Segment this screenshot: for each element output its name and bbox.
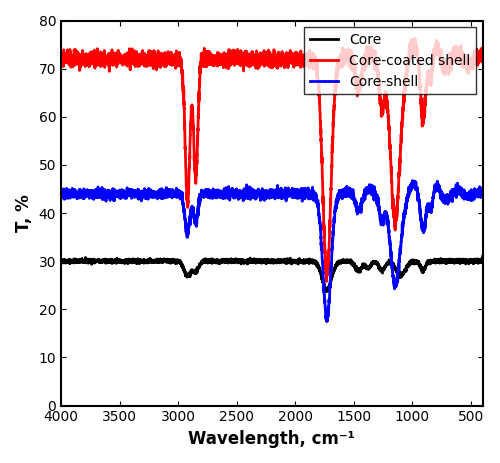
Core-coated shell [412, 36, 418, 41]
Core-coated shell [440, 57, 446, 63]
Core [324, 289, 330, 294]
Core-shell [148, 192, 154, 197]
Core-shell [480, 188, 486, 194]
Y-axis label: T, %: T, % [15, 194, 33, 232]
Line: Core-shell: Core-shell [61, 181, 482, 321]
Core-coated shell [480, 51, 486, 57]
Core-shell [440, 194, 446, 200]
Core [320, 279, 326, 285]
Core [176, 259, 182, 264]
Core-shell [324, 319, 330, 324]
Core-shell [176, 188, 182, 193]
Core [58, 258, 64, 263]
Core-coated shell [320, 200, 326, 206]
Core-coated shell [58, 51, 64, 56]
Core-shell [313, 195, 319, 201]
Line: Core: Core [61, 257, 482, 292]
Line: Core-coated shell: Core-coated shell [61, 38, 482, 282]
Legend: Core, Core-coated shell, Core-shell: Core, Core-coated shell, Core-shell [304, 27, 476, 94]
Core-shell [320, 276, 326, 282]
Core-coated shell [176, 54, 182, 59]
Core [440, 257, 446, 263]
Core-coated shell [148, 54, 154, 59]
Core [313, 262, 319, 268]
Core-coated shell [324, 279, 330, 284]
Core-shell [58, 187, 64, 193]
Core-shell [480, 189, 486, 194]
Core-coated shell [313, 60, 319, 66]
Core [480, 257, 486, 263]
Core-coated shell [480, 54, 486, 59]
Core-shell [410, 178, 416, 183]
Core [480, 254, 486, 259]
Core [148, 259, 154, 264]
X-axis label: Wavelength, cm⁻¹: Wavelength, cm⁻¹ [188, 430, 356, 448]
